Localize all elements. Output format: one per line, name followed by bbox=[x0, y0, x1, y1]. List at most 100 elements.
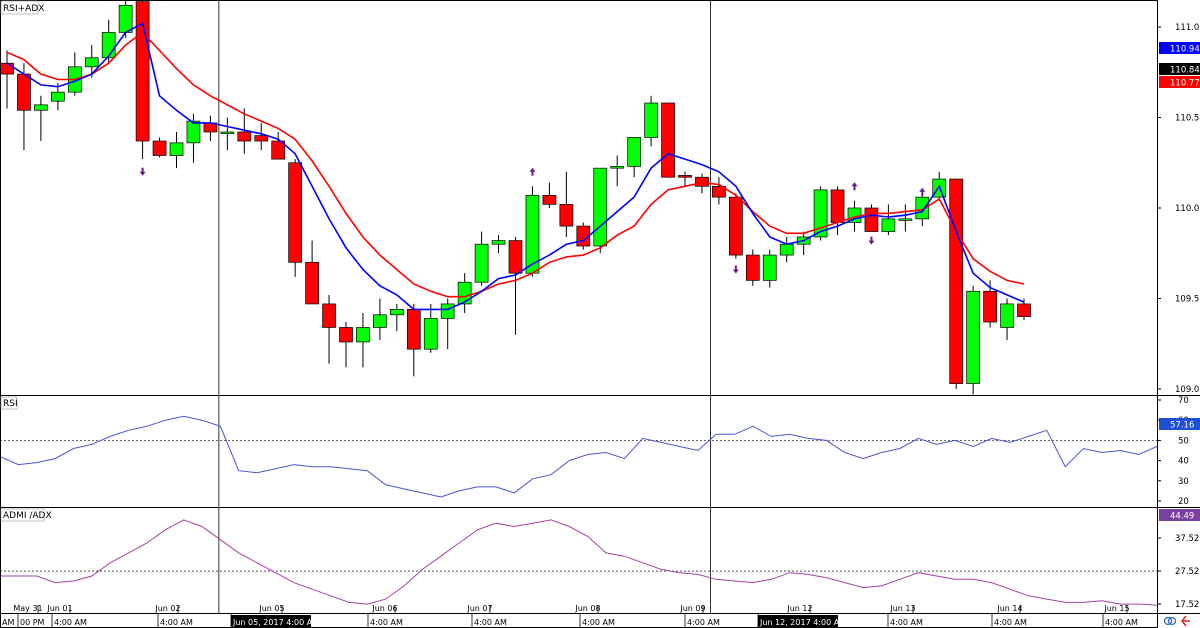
candle-body bbox=[695, 176, 709, 187]
y-axes: 111.08110.58110.08109.58109.087060504030… bbox=[1157, 23, 1200, 610]
candle-18 bbox=[305, 240, 319, 305]
crosshair-vertical-lines bbox=[218, 0, 711, 613]
crosshair-date-box-4 bbox=[231, 615, 311, 628]
price-badge-ema-fast-box bbox=[1159, 42, 1200, 54]
x-time-label-3: 4:00 AM bbox=[160, 618, 193, 627]
candle-60 bbox=[1017, 298, 1031, 321]
candle-body bbox=[728, 196, 743, 256]
x-date-label-11: Jun 15 bbox=[1103, 604, 1129, 613]
adx-tick-label-0: 37.52 bbox=[1175, 534, 1199, 544]
candle-body bbox=[0, 62, 14, 75]
candle-body bbox=[457, 281, 472, 305]
candle-35 bbox=[593, 167, 608, 254]
candle-body bbox=[678, 175, 692, 178]
price-tick-label-4: 109.08 bbox=[1175, 385, 1200, 395]
x-time-label-12: 4:00 AM bbox=[1105, 618, 1138, 627]
candle-3 bbox=[50, 83, 65, 111]
rsi-series bbox=[0, 415, 1158, 498]
candle-25 bbox=[423, 303, 438, 353]
x-date-label-4: Jun 06 bbox=[371, 604, 397, 613]
x-time-label-8: 4:00 AM bbox=[687, 618, 720, 627]
scroll-to-end-icon[interactable] bbox=[1181, 615, 1190, 627]
candle-27 bbox=[457, 273, 472, 313]
x-axis: May 31 Jun 01 Jun 02 Jun 05 Jun 06 Jun 07 Jun … bbox=[0, 604, 1138, 628]
candle-40 bbox=[678, 171, 692, 187]
candle-39 bbox=[661, 102, 675, 178]
candle-45 bbox=[762, 249, 777, 288]
price-tick-label-3: 109.58 bbox=[1175, 295, 1200, 305]
x-date-label-10: Jun 14 bbox=[996, 604, 1022, 613]
x-date-label-9: Jun 13 bbox=[889, 604, 915, 613]
price-badge-last-box bbox=[1159, 63, 1200, 75]
candle-48 bbox=[813, 186, 828, 241]
candle-body bbox=[542, 194, 557, 205]
candle-body bbox=[966, 290, 981, 384]
signal-arrow-up-3 bbox=[851, 182, 858, 191]
candle-body bbox=[661, 102, 675, 178]
candle-17 bbox=[288, 159, 302, 277]
x-time-label-5: 4:00 AM bbox=[370, 618, 403, 627]
candle-body bbox=[712, 185, 726, 198]
x-time-label-7: 4:00 AM bbox=[582, 618, 615, 627]
candle-body bbox=[559, 204, 574, 227]
candle-41 bbox=[695, 173, 709, 194]
candle-body bbox=[322, 303, 336, 328]
candle-body bbox=[745, 254, 760, 281]
candle-body bbox=[305, 261, 319, 305]
x-date-label-8: Jun 12 bbox=[786, 604, 812, 613]
x-date-label-6: Jun 08 bbox=[574, 604, 600, 613]
price-badge-ema-slow: 110.77 bbox=[1170, 79, 1200, 89]
signal-arrow-up-1 bbox=[529, 167, 536, 176]
candle-22 bbox=[373, 298, 387, 341]
rsi-panel-label: RSI bbox=[3, 399, 18, 409]
x-date-label-2: Jun 02 bbox=[154, 604, 180, 613]
candle-30 bbox=[508, 236, 523, 335]
candle-2 bbox=[34, 95, 48, 142]
candle-body bbox=[169, 142, 184, 156]
candle-body bbox=[830, 189, 845, 223]
candle-56 bbox=[949, 178, 964, 389]
candle-51 bbox=[864, 204, 879, 232]
candle-24 bbox=[406, 303, 421, 377]
adx-badge: 44.49 bbox=[1170, 512, 1194, 522]
candle-44 bbox=[745, 249, 760, 286]
adx-panel-label-box bbox=[0, 508, 45, 522]
candle-body bbox=[271, 140, 286, 160]
candle-body bbox=[915, 196, 930, 220]
x-time-label-9: Jun 12, 2017 4:00 AM bbox=[759, 618, 846, 627]
rsi-badge-box bbox=[1159, 418, 1200, 430]
candle-body bbox=[288, 162, 302, 263]
candle-body bbox=[237, 131, 252, 142]
candle-body bbox=[1000, 303, 1014, 328]
rsi-tick-label-5: 20 bbox=[1178, 497, 1189, 507]
candle-38 bbox=[644, 95, 658, 147]
ema-fast-line bbox=[6, 22, 1025, 311]
chart-tools[interactable] bbox=[1163, 615, 1191, 627]
price-tick-label-2: 110.08 bbox=[1175, 204, 1200, 214]
candle-body bbox=[949, 178, 964, 384]
candle-13 bbox=[220, 117, 235, 151]
x-date-label-0: May 31 bbox=[13, 604, 42, 613]
candle-body bbox=[864, 207, 879, 232]
adx-tick-label-2: 17.52 bbox=[1175, 600, 1199, 610]
rsi-tick-label-3: 40 bbox=[1178, 457, 1189, 467]
candle-57 bbox=[966, 285, 981, 395]
candle-body bbox=[474, 243, 489, 283]
x-date-label-5: Jun 07 bbox=[466, 604, 492, 613]
price-badges: 110.94 110.84 110.77 57.16 44.49 bbox=[1159, 42, 1200, 522]
x-time-label-11: 4:00 AM bbox=[994, 618, 1027, 627]
rsi-tick-label-0: 70 bbox=[1178, 396, 1189, 406]
candle-32 bbox=[542, 182, 557, 208]
main-panel-label: RSI+ADX bbox=[3, 4, 44, 14]
candle-9 bbox=[152, 137, 167, 158]
candle-10 bbox=[169, 131, 184, 169]
candle-33 bbox=[559, 171, 574, 237]
rsi-tick-label-4: 30 bbox=[1178, 477, 1189, 487]
adx-panel-label: ADMI /ADX bbox=[3, 511, 52, 521]
candle-53 bbox=[898, 204, 913, 232]
x-date-label-1: Jun 01 bbox=[46, 604, 72, 613]
candle-body bbox=[1017, 303, 1031, 317]
candle-body bbox=[898, 218, 913, 221]
link-icon[interactable] bbox=[1163, 616, 1173, 626]
